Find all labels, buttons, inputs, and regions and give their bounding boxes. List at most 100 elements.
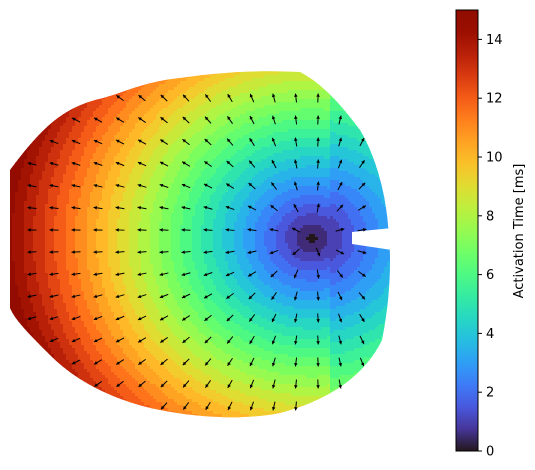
heatmap-cell [297,66,301,70]
heatmap-cell [54,120,58,124]
heatmap-cell [45,105,49,109]
heatmap-cell [276,150,280,154]
heatmap-cell [369,81,373,85]
heatmap-cell [21,123,25,127]
heatmap-cell [102,159,106,163]
heatmap-cell [264,135,268,139]
heatmap-cell [204,114,208,118]
heatmap-cell [75,177,79,181]
heatmap-cell [255,138,259,142]
heatmap-cell [36,84,40,88]
heatmap-cell [177,177,181,181]
heatmap-cell [372,108,376,112]
heatmap-cell [105,90,109,94]
heatmap-cell [381,177,385,181]
heatmap-cell [357,159,361,163]
heatmap-cell [138,71,142,73]
heatmap-cell [336,141,340,145]
heatmap-cell [117,111,121,115]
heatmap-cell [48,87,52,91]
heatmap-cell [72,90,76,94]
heatmap-cell [114,174,118,178]
heatmap-cell [225,111,229,115]
heatmap-cell [249,87,253,91]
heatmap-cell [21,114,25,118]
heatmap-cell [15,138,19,142]
heatmap-cell [255,162,259,166]
heatmap-cell [204,156,208,160]
heatmap-cell [270,99,274,103]
heatmap-cell [330,174,334,178]
heatmap-cell [24,96,28,100]
heatmap-cell [60,117,64,121]
heatmap-cell [171,117,175,121]
heatmap-cell [207,150,211,154]
heatmap-cell [189,66,193,70]
heatmap-cell [258,81,262,85]
heatmap-cell [123,120,127,124]
heatmap-cell [318,147,322,151]
heatmap-cell [222,81,226,85]
heatmap-cell [252,108,256,112]
heatmap-cell [39,81,43,85]
heatmap-cell [321,75,325,79]
heatmap-cell [96,144,100,148]
heatmap-cell [114,111,118,115]
heatmap-cell [153,78,157,82]
heatmap-cell [87,93,91,97]
heatmap-cell [384,105,388,109]
heatmap-cell [261,132,265,136]
heatmap-cell [126,165,130,169]
heatmap-cell [234,117,238,121]
heatmap-cell [285,141,289,145]
heatmap-cell [15,99,19,103]
heatmap-cell [129,84,133,88]
heatmap-cell [234,144,238,148]
heatmap-cell [228,84,232,88]
heatmap-cell [144,132,148,136]
heatmap-cell [42,165,46,169]
heatmap-cell [189,102,193,106]
heatmap-cell [246,171,250,175]
heatmap-cell [15,111,19,115]
heatmap-cell [348,72,352,76]
heatmap-cell [393,126,397,130]
heatmap-cell [36,108,40,112]
heatmap-cell [312,174,316,178]
heatmap-cell [72,153,76,157]
heatmap-cell [10,156,13,160]
heatmap-cell [339,126,343,130]
heatmap-cell [375,71,379,73]
heatmap-cell [120,96,124,100]
heatmap-cell [21,75,25,79]
heatmap-cell [228,81,232,85]
heatmap-cell [27,126,31,130]
heatmap-cell [351,141,355,145]
heatmap-cell [264,123,268,127]
heatmap-cell [180,171,184,175]
heatmap-cell [102,75,106,79]
heatmap-cell [81,138,85,142]
heatmap-cell [90,177,94,181]
heatmap-cell [351,111,355,115]
heatmap-cell [312,150,316,154]
heatmap-cell [216,108,220,112]
heatmap-cell [291,162,295,166]
heatmap-cell [27,99,31,103]
heatmap-cell [36,102,40,106]
heatmap-cell [84,177,88,181]
heatmap-cell [132,147,136,151]
heatmap-cell [108,147,112,151]
heatmap-cell [288,81,292,85]
heatmap-cell [222,99,226,103]
heatmap-cell [384,102,388,106]
heatmap-cell [309,81,313,85]
heatmap-cell [330,117,334,121]
heatmap-cell [57,138,61,142]
heatmap-cell [249,144,253,148]
heatmap-cell [33,78,37,82]
heatmap-cell [132,120,136,124]
heatmap-cell [252,71,256,73]
heatmap-cell [30,156,34,160]
heatmap-cell [177,102,181,106]
